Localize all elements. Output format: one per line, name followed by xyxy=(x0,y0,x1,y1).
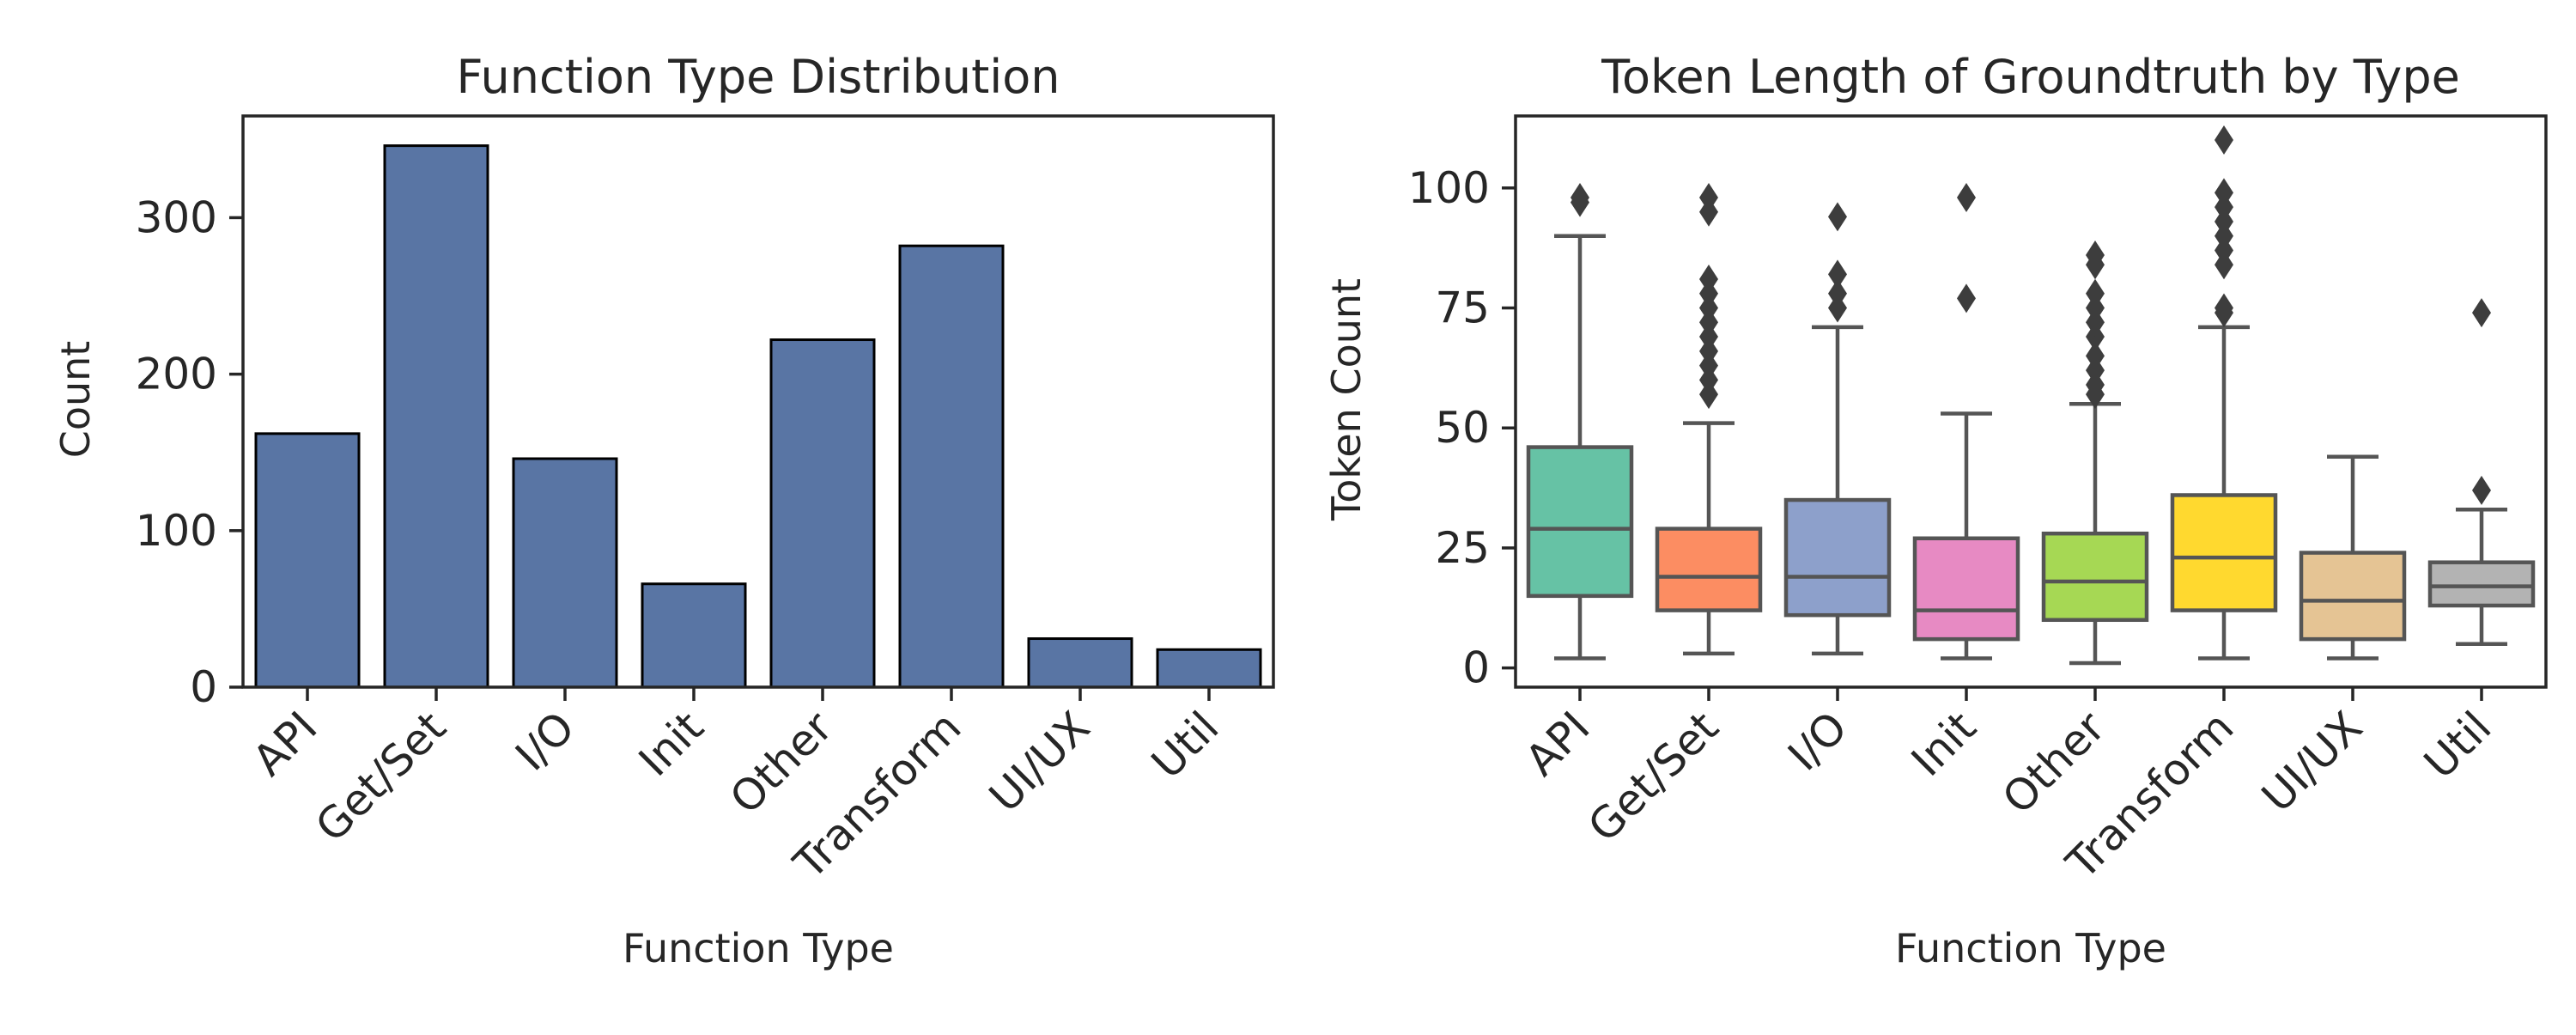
box-get-set xyxy=(1655,183,1763,656)
outlier-point xyxy=(1828,259,1847,289)
bar-ui-ux xyxy=(1027,637,1133,689)
box-chart-y-axis-label: Token Count xyxy=(1323,278,1370,521)
bar-util xyxy=(1156,648,1262,689)
outlier-point xyxy=(2215,293,2233,323)
box-iqr xyxy=(2299,551,2407,642)
bar-get-set xyxy=(383,144,489,689)
bar-chart-x-tick-label: Util xyxy=(1142,702,1228,788)
box-chart-x-tick-label: Util xyxy=(2415,702,2500,788)
box-transform xyxy=(2170,125,2278,661)
box-api xyxy=(1526,183,1634,661)
bar-chart-x-axis-label: Function Type xyxy=(623,925,894,971)
outlier-point xyxy=(1699,265,1718,294)
box-chart-x-tick-label: UI/UX xyxy=(2252,702,2372,821)
bar-api xyxy=(254,432,361,689)
outlier-point xyxy=(1699,183,1718,212)
box-ui-ux xyxy=(2299,454,2407,661)
outlier-point xyxy=(1957,283,1976,314)
box-iqr xyxy=(2170,493,2278,612)
box-chart-y-tick-label: 0 xyxy=(1462,643,1490,693)
outlier-point xyxy=(2086,240,2105,271)
box-iqr xyxy=(2041,531,2149,623)
box-chart: Token Length of Groundtruth by Type Toke… xyxy=(1323,50,2548,971)
box-chart-x-tick-label: Get/Set xyxy=(1578,702,1728,851)
bar-chart: Function Type Distribution Count Functio… xyxy=(52,50,1275,971)
bar-chart-x-tick-label: Other xyxy=(720,702,842,824)
bar-i-o xyxy=(512,457,618,689)
outlier-point xyxy=(2215,125,2233,155)
bar-chart-x-tick-label: I/O xyxy=(506,702,584,780)
outlier-point xyxy=(2086,341,2105,371)
bar-chart-x-tick-label: Init xyxy=(629,702,714,786)
bar-chart-frame xyxy=(241,114,1275,689)
box-chart-x-tick-label: Other xyxy=(1993,702,2115,824)
box-chart-y-tick-label: 100 xyxy=(1408,163,1490,213)
outlier-point xyxy=(1571,183,1589,212)
box-chart-y-tick-label: 75 xyxy=(1435,283,1490,333)
bar-other xyxy=(769,338,876,689)
box-chart-x-axis-label: Function Type xyxy=(1895,925,2166,971)
bar-chart-x-tick-label: API xyxy=(244,702,327,785)
bar-chart-x-tick-label: UI/UX xyxy=(980,702,1099,821)
box-init xyxy=(1912,183,2020,661)
box-chart-x-tick-label: I/O xyxy=(1778,702,1856,780)
box-iqr xyxy=(2427,560,2536,608)
bar-transform xyxy=(898,244,1005,689)
bar-chart-y-tick-label: 0 xyxy=(190,662,217,712)
box-chart-x-tick-label: Init xyxy=(1902,702,1986,786)
bar-chart-y-tick-label: 100 xyxy=(136,506,217,556)
box-i-o xyxy=(1783,202,1892,656)
box-chart-title: Token Length of Groundtruth by Type xyxy=(1601,50,2460,104)
outlier-point xyxy=(2086,278,2105,308)
box-iqr xyxy=(1526,445,1634,599)
bar-chart-y-tick-label: 200 xyxy=(136,350,217,399)
box-other xyxy=(2041,240,2149,666)
box-util xyxy=(2427,298,2536,646)
bar-chart-x-tick-label: Get/Set xyxy=(306,702,455,851)
box-iqr xyxy=(1783,497,1892,618)
box-chart-y-tick-label: 50 xyxy=(1435,403,1490,453)
bar-chart-y-tick-label: 300 xyxy=(136,192,217,242)
outlier-point xyxy=(1957,183,1976,212)
box-iqr xyxy=(1655,527,1763,612)
box-chart-frame xyxy=(1514,114,2548,689)
outlier-point xyxy=(2215,178,2233,208)
outlier-point xyxy=(1828,202,1847,232)
box-chart-y-tick-label: 25 xyxy=(1435,523,1490,573)
outlier-point xyxy=(1828,278,1847,308)
bar-chart-y-axis-label: Count xyxy=(52,341,99,459)
outlier-point xyxy=(2472,298,2491,328)
bar-init xyxy=(641,582,747,689)
outlier-point xyxy=(2472,475,2491,505)
box-chart-x-tick-label: API xyxy=(1516,702,1600,785)
box-iqr xyxy=(1912,536,2020,642)
bar-chart-title: Function Type Distribution xyxy=(456,50,1060,104)
